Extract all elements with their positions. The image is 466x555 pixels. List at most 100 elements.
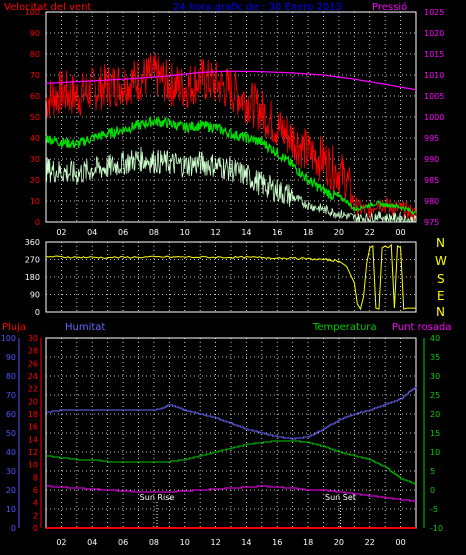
rain-tick-label: 16	[28, 423, 38, 432]
temp-x-tick-label: 20	[334, 538, 344, 547]
wind-x-tick-label: 20	[334, 228, 344, 237]
temperature-tick-label: 5	[430, 467, 435, 476]
temperature-tick-label: 10	[430, 448, 440, 457]
wind-series-line-2	[45, 146, 417, 224]
direction-tick-label: 0	[35, 308, 40, 317]
pressure-tick-label: 1005	[424, 92, 444, 101]
humidity-tick-label: 90	[6, 353, 16, 362]
rain-tick-label: 10	[28, 461, 38, 470]
direction-tick-label: 180	[25, 273, 40, 282]
pressure-tick-label: 990	[424, 155, 439, 164]
rain-tick-label: 24	[28, 372, 38, 381]
humidity-tick-label: 70	[6, 391, 16, 400]
temp-x-tick-label: 08	[149, 538, 159, 547]
temperature-tick-label: 15	[430, 429, 440, 438]
wind-x-tick-label: 06	[118, 228, 128, 237]
humidity-tick-label: 10	[6, 505, 16, 514]
direction-tick-label: 90	[30, 291, 40, 300]
temperature-line	[46, 440, 416, 485]
compass-label-e: E	[437, 289, 445, 303]
pressure-tick-label: 1015	[424, 50, 444, 59]
temperature-tick-label: -5	[430, 505, 438, 514]
pressure-line	[45, 70, 417, 91]
wind-series-line-1	[45, 115, 417, 215]
rain-tick-label: 14	[28, 435, 38, 444]
wind-speed-tick-label: 50	[30, 113, 40, 122]
sun-rise-label: Sun Rise	[140, 493, 175, 502]
wind-speed-tick-label: 60	[30, 92, 40, 101]
pressure-tick-label: 1000	[424, 113, 444, 122]
pressure-tick-label: 985	[424, 176, 439, 185]
temp-x-tick-label: 12	[210, 538, 220, 547]
wind-x-tick-label: 02	[56, 228, 66, 237]
wind-speed-tick-label: 30	[30, 155, 40, 164]
direction-tick-label: 270	[25, 256, 40, 265]
pressure-tick-label: 1025	[424, 8, 444, 17]
temperature-tick-label: 25	[430, 391, 440, 400]
compass-label-s: S	[437, 272, 445, 286]
pressure-tick-label: 975	[424, 218, 439, 227]
temperature-legend: Temperatura	[312, 322, 377, 333]
humidity-tick-label: 50	[6, 429, 16, 438]
humidity-tick-label: 20	[6, 486, 16, 495]
wind-speed-tick-label: 40	[30, 134, 40, 143]
wind-speed-tick-label: 80	[30, 50, 40, 59]
temperature-tick-label: 40	[430, 334, 440, 343]
dew-point-legend: Punt rosada	[392, 322, 451, 333]
series-layer	[45, 52, 417, 529]
rain-tick-label: 12	[28, 448, 38, 457]
wind-x-tick-label: 16	[272, 228, 282, 237]
rain-tick-label: 18	[28, 410, 38, 419]
temperature-tick-label: 35	[430, 353, 440, 362]
temp-x-tick-label: 06	[118, 538, 128, 547]
wind-direction-line	[45, 243, 416, 311]
wind-speed-tick-label: 20	[30, 176, 40, 185]
wind-x-tick-label: 22	[365, 228, 375, 237]
dew-point-line	[46, 485, 416, 502]
temperature-tick-label: 30	[430, 372, 440, 381]
humidity-tick-label: 30	[6, 467, 16, 476]
compass-label-n-top: N	[436, 236, 445, 250]
wind-x-tick-label: 14	[241, 228, 251, 237]
rain-tick-label: 20	[28, 397, 38, 406]
direction-tick-label: 360	[25, 238, 40, 247]
rain-tick-label: 8	[33, 473, 38, 482]
wind-x-tick-label: 10	[180, 228, 190, 237]
rain-tick-label: 4	[33, 499, 38, 508]
sun-set-label: Sun Set	[325, 493, 356, 502]
rain-tick-label: 22	[28, 385, 38, 394]
humidity-tick-label: 40	[6, 448, 16, 457]
pressure-tick-label: 1020	[424, 29, 444, 38]
humidity-tick-label: 0	[11, 524, 16, 533]
temp-x-tick-label: 10	[180, 538, 190, 547]
temp-x-tick-label: 04	[87, 538, 97, 547]
pressure-tick-label: 995	[424, 134, 439, 143]
wind-speed-tick-label: 70	[30, 71, 40, 80]
rain-tick-label: 28	[28, 347, 38, 356]
temp-x-tick-label: 16	[272, 538, 282, 547]
temperature-tick-label: 0	[430, 486, 435, 495]
temp-x-tick-label: 22	[365, 538, 375, 547]
wind-speed-tick-label: 90	[30, 29, 40, 38]
rain-tick-label: 30	[28, 334, 38, 343]
pressure-tick-label: 1010	[424, 71, 444, 80]
chart-title: 24 hora grafic de : 30 Enero 2013	[173, 2, 342, 13]
rain-legend: Pluja	[2, 322, 26, 333]
temperature-tick-label: 20	[430, 410, 440, 419]
wind-x-tick-label: 18	[303, 228, 313, 237]
temp-x-tick-label: 02	[56, 538, 66, 547]
compass-label-n-bottom: N	[436, 305, 445, 319]
wind-speed-tick-label: 10	[30, 197, 40, 206]
pressure-legend: Pressió	[372, 1, 407, 13]
wind-speed-tick-label: 100	[25, 8, 40, 17]
humidity-line	[46, 387, 417, 440]
wind-speed-legend: Velocitat del vent	[4, 2, 91, 13]
temp-x-tick-label: 18	[303, 538, 313, 547]
humidity-tick-label: 60	[6, 410, 16, 419]
rain-tick-label: 0	[33, 524, 38, 533]
rain-tick-label: 26	[28, 359, 38, 368]
wind-x-tick-label: 00	[395, 228, 405, 237]
wind-speed-tick-label: 0	[35, 218, 40, 227]
temp-x-tick-label: 14	[241, 538, 251, 547]
